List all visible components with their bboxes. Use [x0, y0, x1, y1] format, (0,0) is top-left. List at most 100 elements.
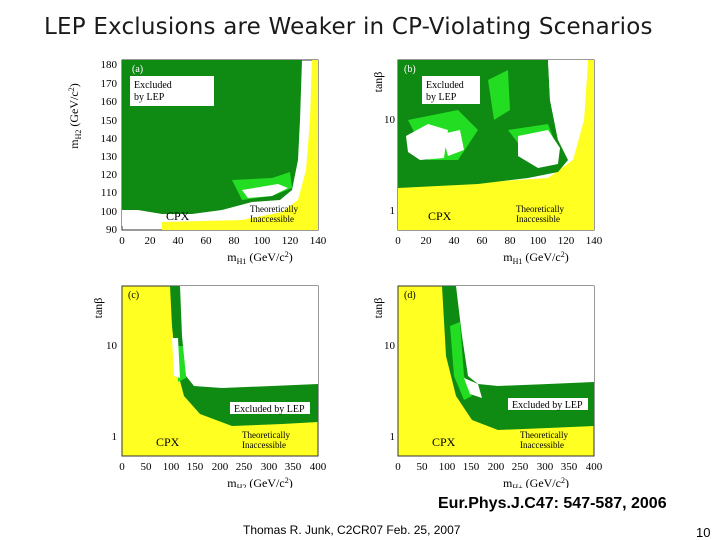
xtick-label: 20 [421, 235, 433, 247]
xtick-label: 250 [236, 461, 253, 473]
xtick-label: 300 [537, 461, 554, 473]
inaccessible-label: Theoretically [242, 430, 290, 440]
panel-b-xticks: 0 20 40 60 80 100 120 140 [395, 235, 603, 247]
panel-c-yticks: 10 1 [106, 340, 118, 443]
ytick-label: 1 [390, 205, 396, 217]
allowed-corner [122, 210, 142, 226]
panel-b: tanβ 10 1 (b) Excluded by LEP CPX Theore… [371, 59, 603, 266]
xtick-label: 120 [558, 235, 575, 247]
slide-title: LEP Exclusions are Weaker in CP-Violatin… [44, 14, 653, 40]
panel-a-ylabel: mH2 (GeV/c2) [67, 83, 83, 148]
xtick-label: 100 [254, 235, 271, 247]
xtick-label: 20 [145, 235, 157, 247]
xtick-label: 200 [212, 461, 229, 473]
xtick-label: 150 [187, 461, 204, 473]
xtick-label: 100 [530, 235, 547, 247]
panel-tag: (a) [132, 64, 143, 75]
excluded-region-light [450, 322, 472, 400]
panel-tag: (d) [404, 290, 416, 301]
panel-c: tanβ 10 1 (c) Excluded by LEP CPX Theore… [91, 285, 327, 488]
inaccessible-label: Inaccessible [250, 214, 294, 224]
footer-text: Thomas R. Junk, C2CR07 Feb. 25, 2007 [243, 523, 461, 537]
ytick-label: 1 [112, 431, 118, 443]
panel-a-yticks: 180 170 160 150 140 130 120 110 100 90 [101, 59, 118, 236]
ytick-label: 140 [101, 133, 118, 145]
panel-d-xlabel: mH+ (GeV/c2) [503, 476, 569, 488]
panel-d-ylabel: tanβ [371, 298, 385, 319]
ytick-label: 130 [101, 151, 118, 163]
panel-d-yticks: 10 1 [384, 340, 396, 443]
allowed-island [518, 130, 560, 168]
panel-a-xlabel: mH1 (GeV/c2) [227, 250, 292, 266]
allowed-island [442, 130, 464, 156]
xtick-label: 400 [310, 461, 327, 473]
ytick-label: 10 [384, 114, 396, 126]
allowed-pocket [242, 184, 288, 198]
allowed-strip [548, 60, 588, 152]
ytick-label: 160 [101, 96, 118, 108]
ytick-label: 180 [101, 59, 118, 71]
ytick-label: 10 [106, 340, 118, 352]
inaccessible-label: Inaccessible [242, 440, 286, 450]
allowed-sliver [172, 338, 180, 378]
xtick-label: 250 [512, 461, 529, 473]
theoretically-inaccessible-region [398, 60, 594, 230]
xtick-label: 50 [141, 461, 153, 473]
label-box [230, 402, 310, 414]
allowed-region [180, 286, 318, 388]
panel-tag: (c) [128, 290, 139, 301]
panel-c-xticks: 0 50 100 150 200 250 300 350 400 [119, 461, 327, 473]
panel-tag: (b) [404, 64, 416, 75]
allowed-region [456, 286, 594, 386]
xtick-label: 120 [282, 235, 299, 247]
panel-b-yticks: 10 1 [384, 114, 396, 217]
xtick-label: 0 [395, 235, 401, 247]
xtick-label: 200 [488, 461, 505, 473]
inaccessible-label: Theoretically [250, 204, 298, 214]
xtick-label: 150 [463, 461, 480, 473]
inaccessible-label: Theoretically [520, 430, 568, 440]
xtick-label: 80 [229, 235, 241, 247]
scale-label: CPX [156, 435, 180, 449]
scale-label: CPX [166, 209, 190, 223]
label-box [508, 398, 588, 410]
panel-c-xlabel: mH2 (GeV/c2) [227, 476, 292, 488]
four-panel-figure: mH2 (GeV/c2) 180 170 160 150 140 130 120… [67, 59, 603, 488]
xtick-label: 40 [173, 235, 185, 247]
ytick-label: 150 [101, 115, 118, 127]
xtick-label: 400 [586, 461, 603, 473]
ytick-label: 90 [106, 224, 118, 236]
panel-b-xlabel: mH1 (GeV/c2) [503, 250, 568, 266]
theoretically-inaccessible-region [162, 60, 318, 230]
excluded-label: Excluded by LEP [512, 400, 583, 411]
ytick-label: 120 [101, 169, 118, 181]
xtick-label: 40 [449, 235, 461, 247]
xtick-label: 140 [310, 235, 327, 247]
xtick-label: 0 [119, 235, 125, 247]
ytick-label: 100 [101, 206, 118, 218]
allowed-island [406, 124, 448, 160]
xtick-label: 100 [163, 461, 180, 473]
xtick-label: 50 [417, 461, 429, 473]
xtick-label: 60 [201, 235, 213, 247]
page-number: 10 [696, 525, 711, 540]
panel-a: mH2 (GeV/c2) 180 170 160 150 140 130 120… [67, 59, 327, 266]
inaccessible-label: Inaccessible [520, 440, 564, 450]
inaccessible-label: Inaccessible [516, 214, 560, 224]
ytick-label: 10 [384, 340, 396, 352]
xtick-label: 300 [261, 461, 278, 473]
scale-label: CPX [432, 435, 456, 449]
panel-d-xticks: 0 50 100 150 200 250 300 350 400 [395, 461, 603, 473]
excluded-label: Excluded [426, 80, 464, 91]
citation: Eur.Phys.J.C47: 547-587, 2006 [438, 495, 667, 512]
excluded-label: Excluded [134, 80, 172, 91]
panel-c-ylabel: tanβ [91, 298, 105, 319]
ytick-label: 1 [390, 431, 396, 443]
excluded-label: by LEP [426, 92, 457, 103]
xtick-label: 350 [561, 461, 578, 473]
panel-a-xticks: 0 20 40 60 80 100 120 140 [119, 235, 327, 247]
panel-b-ylabel: tanβ [371, 72, 385, 93]
label-box [422, 76, 480, 104]
scale-label: CPX [428, 209, 452, 223]
excluded-label: by LEP [134, 92, 165, 103]
